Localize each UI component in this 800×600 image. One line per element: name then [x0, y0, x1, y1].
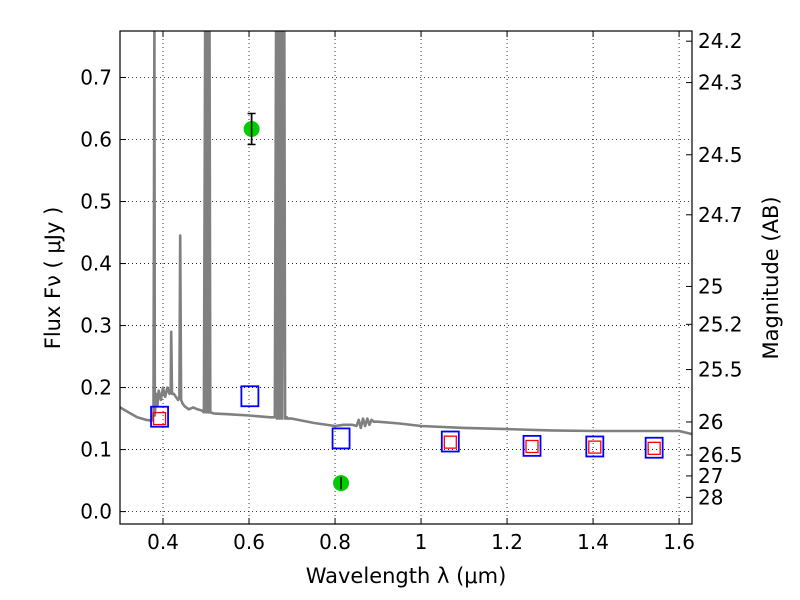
x-tick-label: 1.4: [577, 530, 609, 554]
right-tick-label: 25.2: [698, 312, 743, 336]
spectrum-layer: [120, 31, 692, 436]
limit-point: [647, 441, 661, 455]
limit-point: [443, 435, 457, 449]
y-tick-label: 0.7: [80, 66, 112, 90]
x-tick-label: 1.6: [663, 530, 695, 554]
model-point: [331, 427, 351, 450]
x-axis: 0.4 0.6 0.8 1 1.2 1.4 1.6: [147, 31, 695, 554]
plot-frame: [119, 30, 693, 525]
plot-background: [120, 31, 692, 524]
x-axis-label: Wavelength λ (μm): [306, 564, 507, 588]
model-point: [440, 430, 460, 453]
limit-point: [588, 440, 602, 454]
right-tick-label: 26.5: [698, 443, 743, 467]
y-tick-label: 0.4: [80, 252, 112, 276]
x-tick-label: 1.2: [491, 530, 523, 554]
right-tick-label: 25: [698, 274, 723, 298]
y-axis-left: 0.0 0.1 0.2 0.3 0.4 0.5 0.6 0.7: [80, 66, 126, 524]
model-point: [644, 436, 664, 459]
model-point: [150, 405, 169, 428]
right-tick-label: 24.3: [698, 71, 743, 95]
right-tick-label: 24.5: [698, 143, 743, 167]
y-axis-label: Flux Fν ( μJy ): [41, 207, 65, 350]
y-tick-label: 0.1: [80, 438, 112, 462]
model-point: [585, 435, 605, 458]
right-tick-label: 24.2: [698, 29, 743, 53]
right-tick-label: 26: [698, 410, 723, 434]
model-point: [240, 385, 260, 408]
x-tick-label: 0.4: [147, 530, 179, 554]
spectrum-line: [120, 31, 692, 436]
limit-point: [152, 411, 167, 426]
y-axis-right-label: Magnitude (AB): [759, 196, 783, 359]
right-tick-label: 28: [698, 485, 723, 509]
data-markers: [150, 112, 664, 492]
y-tick-label: 0.6: [80, 128, 112, 152]
right-tick-label: 24.7: [698, 203, 743, 227]
y-tick-label: 0.2: [80, 376, 112, 400]
x-tick-label: 1: [415, 530, 428, 554]
grid-lines: [120, 31, 692, 524]
x-tick-label: 0.8: [319, 530, 351, 554]
y-tick-label: 0.3: [80, 314, 112, 338]
limit-point: [525, 439, 539, 454]
x-tick-label: 0.6: [233, 530, 265, 554]
y-tick-label: 0.5: [80, 190, 112, 214]
right-tick-label: 27: [698, 464, 723, 488]
model-point: [522, 434, 542, 457]
y-tick-label: 0.0: [80, 500, 112, 524]
right-tick-label: 25.5: [698, 358, 743, 382]
